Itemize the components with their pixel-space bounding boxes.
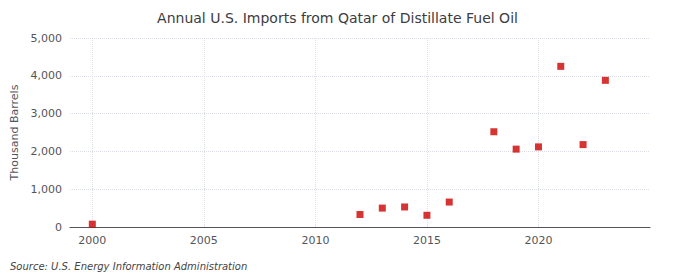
svg-text:4,000: 4,000 [31, 69, 63, 82]
svg-text:3,000: 3,000 [31, 107, 63, 120]
svg-text:Source: U.S. Energy Informatio: Source: U.S. Energy Information Administ… [10, 261, 247, 272]
svg-text:1,000: 1,000 [31, 183, 63, 196]
svg-text:Annual U.S. Imports from Qatar: Annual U.S. Imports from Qatar of Distil… [157, 10, 518, 26]
svg-text:2010: 2010 [301, 234, 329, 247]
svg-text:5,000: 5,000 [31, 32, 63, 45]
svg-text:2000: 2000 [78, 234, 106, 247]
svg-text:2020: 2020 [524, 234, 552, 247]
svg-text:2005: 2005 [190, 234, 218, 247]
svg-text:2015: 2015 [413, 234, 441, 247]
svg-text:2,000: 2,000 [31, 145, 63, 158]
svg-text:0: 0 [55, 221, 62, 234]
svg-text:Thousand Barrels: Thousand Barrels [8, 84, 21, 181]
